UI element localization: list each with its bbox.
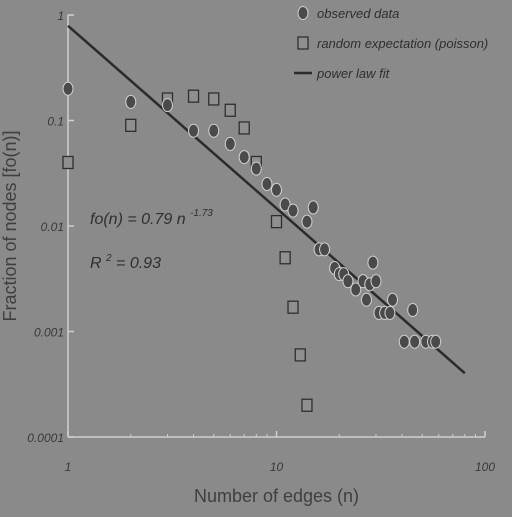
x-tick-label: 1 bbox=[65, 460, 72, 474]
legend: observed data random expectation (poisson… bbox=[294, 6, 488, 81]
y-tick-label: 1 bbox=[57, 9, 64, 23]
r-squared-rest: = 0.93 bbox=[116, 255, 161, 272]
marks bbox=[62, 24, 466, 412]
r-squared-sup: 2 bbox=[105, 253, 112, 264]
observed-point bbox=[407, 302, 419, 317]
poisson-point bbox=[187, 89, 200, 103]
equation-annotation: fo(n) = 0.79 n -1.73 R 2 = 0.93 bbox=[90, 208, 213, 272]
power-law-fit-line bbox=[67, 24, 466, 375]
observed-point bbox=[250, 161, 262, 176]
poisson-point bbox=[238, 121, 250, 135]
observed-point bbox=[367, 255, 379, 270]
poisson-point bbox=[279, 251, 291, 265]
observed-point bbox=[125, 94, 137, 109]
poisson-point bbox=[224, 103, 236, 117]
observed-point bbox=[161, 98, 173, 113]
observed-point bbox=[370, 274, 382, 289]
ticks: 1 10 100 1 0.1 0.01 0.001 0.0001 bbox=[27, 9, 495, 474]
observed-point bbox=[386, 292, 398, 307]
legend-label: observed data bbox=[317, 6, 399, 21]
observed-point bbox=[430, 334, 442, 349]
equation-text: fo(n) = 0.79 n -1.73 bbox=[90, 208, 213, 228]
y-tick-label: 0.0001 bbox=[27, 431, 64, 445]
legend-marker-observed bbox=[297, 6, 309, 20]
poisson-point bbox=[301, 398, 313, 412]
y-tick-label: 0.01 bbox=[41, 220, 64, 234]
observed-point bbox=[384, 305, 396, 320]
equation-main: fo(n) = 0.79 n bbox=[90, 211, 186, 228]
observed-point bbox=[398, 334, 410, 349]
observed-point bbox=[350, 282, 362, 297]
equation-exponent: -1.73 bbox=[190, 208, 213, 219]
observed-point bbox=[319, 242, 331, 257]
x-axis-title: Number of edges (n) bbox=[194, 486, 359, 506]
y-tick-label: 0.001 bbox=[34, 326, 64, 340]
observed-point bbox=[307, 200, 319, 215]
observed-point bbox=[360, 292, 372, 307]
poisson-point bbox=[62, 155, 74, 170]
x-tick-label: 10 bbox=[270, 460, 284, 474]
observed-point bbox=[301, 214, 313, 229]
legend-marker-poisson bbox=[297, 36, 309, 50]
observed-point bbox=[287, 203, 299, 218]
r-squared-main: R bbox=[90, 255, 102, 272]
poisson-point bbox=[270, 214, 283, 229]
legend-label: random expectation (poisson) bbox=[317, 36, 488, 51]
observed-point bbox=[188, 123, 200, 138]
observed-point bbox=[271, 182, 282, 197]
observed-point bbox=[224, 136, 236, 151]
poisson-point bbox=[294, 348, 306, 362]
observed-point bbox=[409, 334, 421, 349]
y-tick-label: 0.1 bbox=[47, 115, 64, 129]
observed-point bbox=[208, 123, 220, 138]
observed-point bbox=[261, 177, 273, 192]
r-squared-text: R 2 = 0.93 bbox=[90, 248, 161, 272]
observed-point bbox=[279, 197, 291, 212]
y-axis-title: Fraction of nodes [fo(n)] bbox=[0, 130, 20, 321]
observed-point bbox=[238, 150, 250, 165]
observed-point bbox=[342, 274, 354, 289]
poisson-point bbox=[287, 300, 299, 314]
observed-point bbox=[62, 81, 74, 96]
poisson-point bbox=[125, 118, 137, 132]
poisson-point bbox=[208, 92, 220, 106]
x-tick-label: 100 bbox=[475, 460, 495, 474]
legend-label: power law fit bbox=[316, 66, 391, 81]
